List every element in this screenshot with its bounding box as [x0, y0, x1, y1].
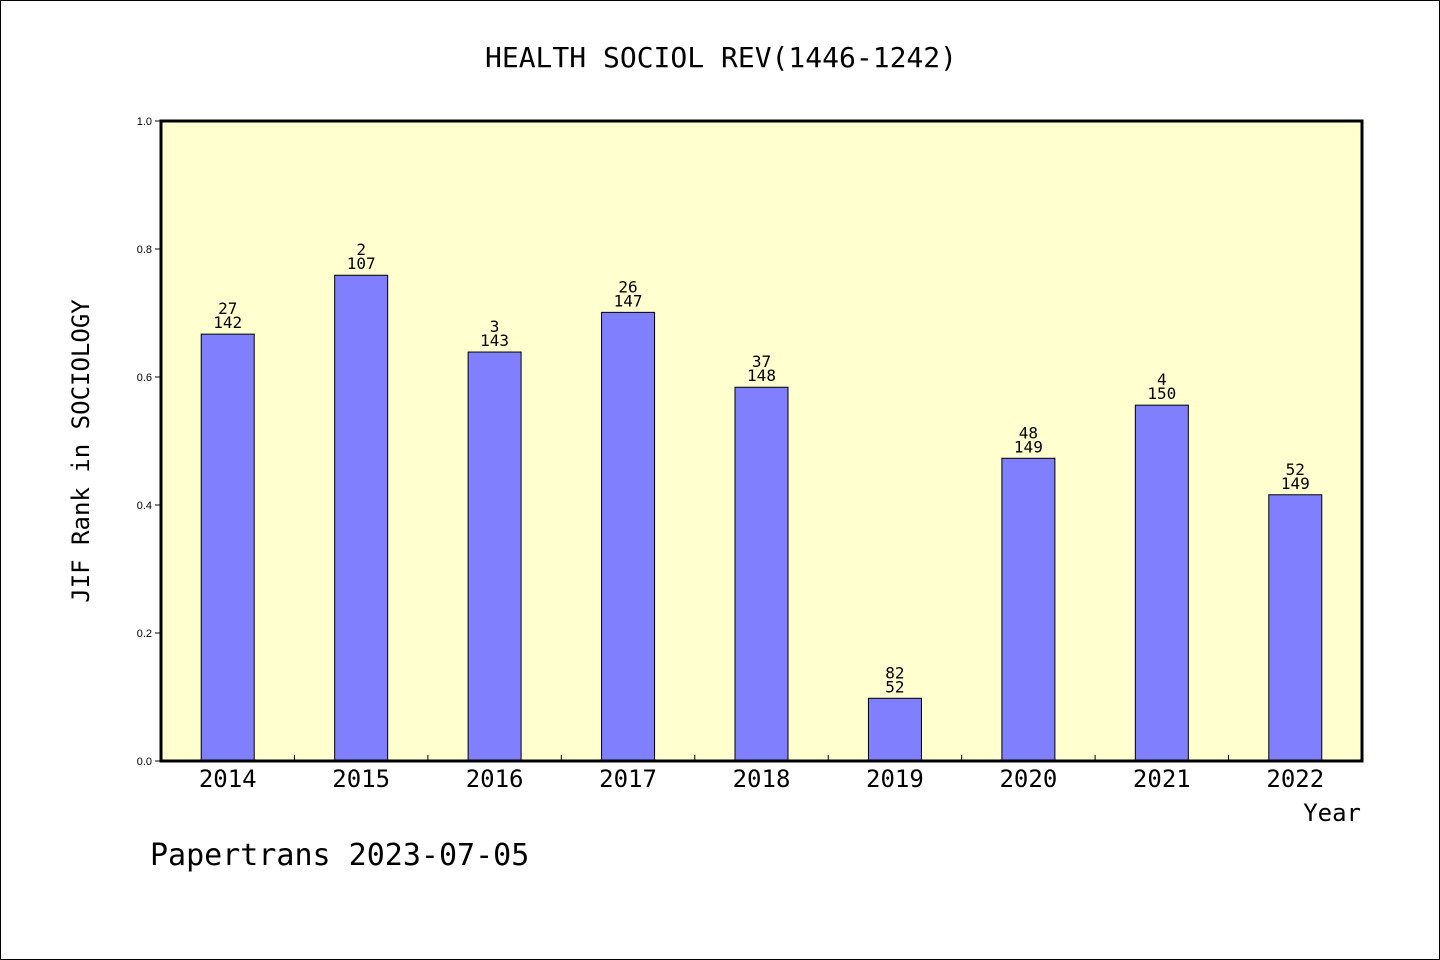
data-label-total-2022: 149	[1281, 474, 1310, 493]
data-label-total-2020: 149	[1014, 437, 1043, 456]
data-label-total-2015: 107	[347, 254, 376, 273]
x-tick-label-2019: 2019	[866, 765, 924, 793]
bars-layer	[200, 274, 1323, 762]
x-tick-label-2017: 2017	[599, 765, 657, 793]
bar-2019	[867, 697, 922, 762]
bar-2020	[1001, 457, 1056, 762]
x-tick-label-2014: 2014	[199, 765, 257, 793]
x-tick-label-2015: 2015	[332, 765, 390, 793]
data-label-rank-2018: 37	[752, 352, 771, 371]
x-tick-label-2018: 2018	[733, 765, 791, 793]
data-label-rank-2020: 48	[1019, 423, 1038, 442]
bar-2015	[334, 274, 389, 762]
y-axis-label: JIF Rank in SOCIOLOGY	[67, 299, 95, 603]
y-tick-label: 0.4	[137, 500, 152, 512]
bar-2017	[601, 311, 656, 762]
data-labels-layer: 2714221073143261473714882524814941505214…	[213, 240, 1309, 696]
y-tick-label: 1.0	[137, 116, 152, 128]
x-tick-label-2016: 2016	[466, 765, 524, 793]
data-label-total-2018: 148	[747, 366, 776, 385]
data-label-rank-2021: 4	[1157, 370, 1167, 389]
footer-credit: Papertrans 2023-07-05	[150, 838, 529, 873]
bar-2014	[200, 333, 255, 762]
data-label-rank-2022: 52	[1286, 460, 1305, 479]
data-label-rank-2014: 27	[218, 299, 237, 318]
y-tick-label: 0.6	[137, 372, 152, 384]
x-tick-label-2021: 2021	[1133, 765, 1191, 793]
data-label-total-2019: 52	[885, 677, 904, 696]
data-label-total-2016: 143	[480, 331, 509, 350]
y-axis: 0.0 0.2 0.4 0.6 0.8 1.0	[137, 116, 161, 768]
data-label-total-2017: 147	[614, 291, 643, 310]
data-label-rank-2017: 26	[618, 277, 637, 296]
x-axis-label: Year	[1303, 799, 1361, 827]
plot-frame	[159, 119, 1364, 763]
data-label-total-2014: 142	[213, 313, 242, 332]
data-label-total-2021: 150	[1147, 384, 1176, 403]
bar-2022	[1268, 494, 1323, 762]
y-tick-label: 0.0	[137, 756, 152, 768]
y-tick-label: 0.8	[137, 244, 152, 256]
x-tick-label-2020: 2020	[999, 765, 1057, 793]
bar-2016	[467, 351, 522, 762]
bar-2021	[1134, 404, 1189, 762]
bar-2018	[734, 386, 789, 762]
chart-title: HEALTH SOCIOL REV(1446-1242)	[485, 41, 957, 74]
data-label-rank-2019: 82	[885, 663, 904, 682]
y-tick-label: 0.2	[137, 628, 152, 640]
x-tick-label-2022: 2022	[1266, 765, 1324, 793]
data-label-rank-2015: 2	[356, 240, 366, 259]
data-label-rank-2016: 3	[490, 317, 500, 336]
x-axis: 2014 2015 2016 2017 2018 2019 2020 2021 2022	[199, 755, 1324, 793]
